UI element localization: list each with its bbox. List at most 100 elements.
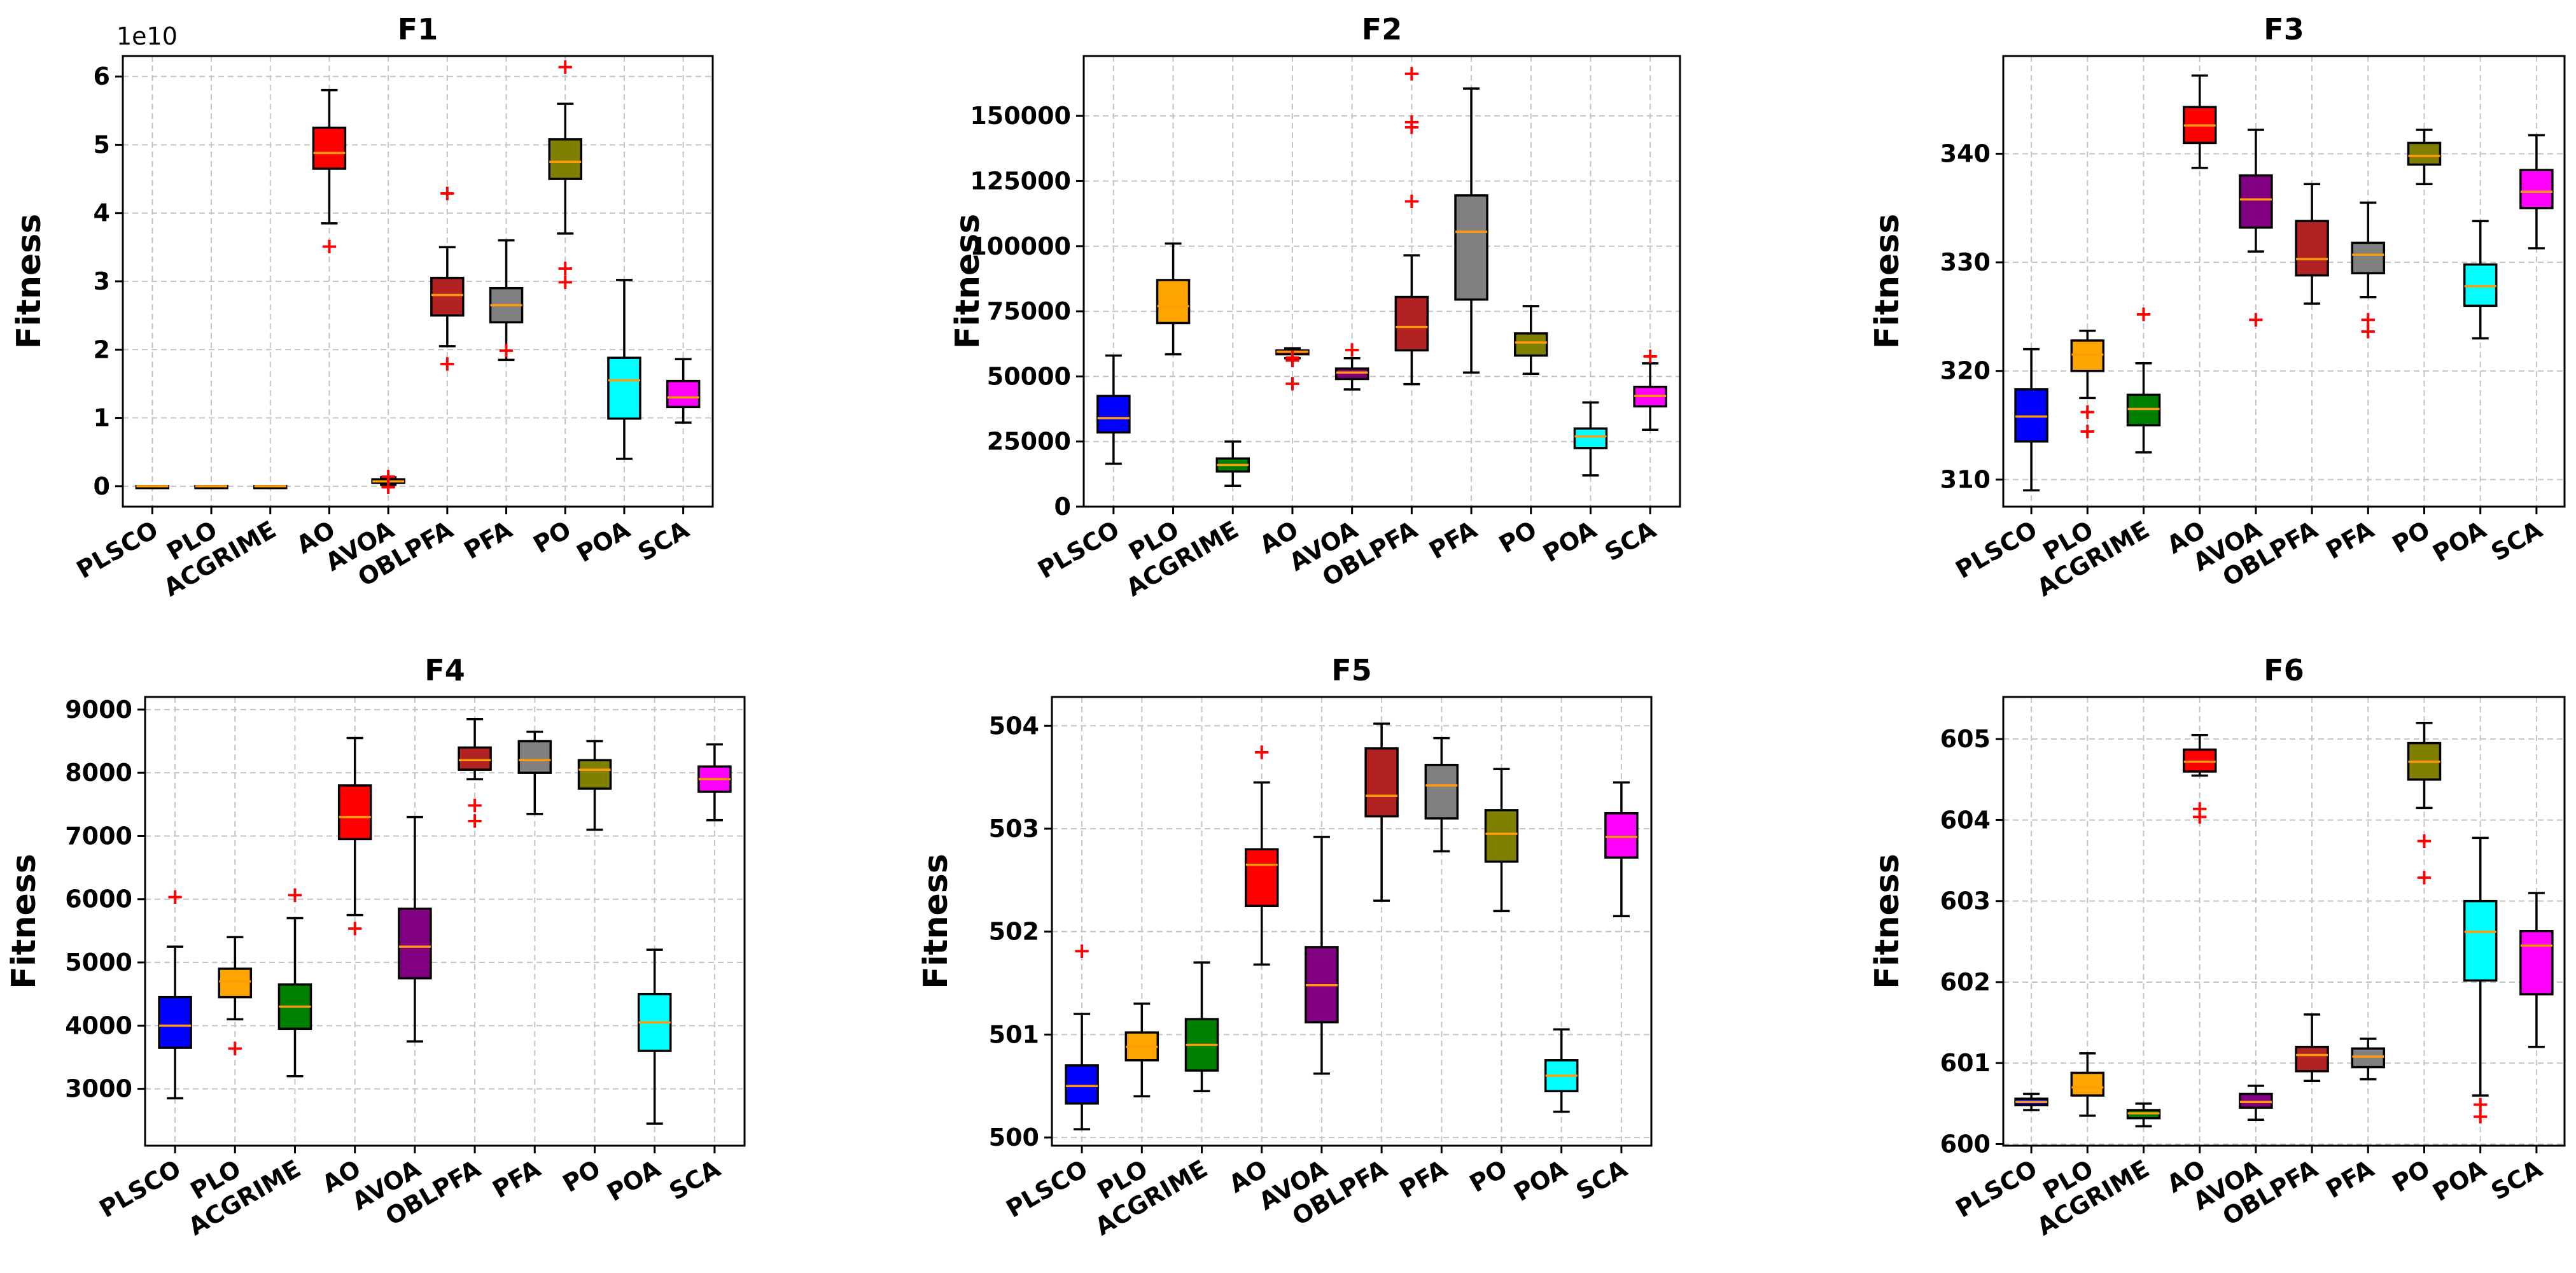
- outlier-marker: +: [2190, 804, 2209, 829]
- x-tick-label: POA: [603, 1154, 666, 1207]
- x-tick-label: PO: [1465, 1155, 1512, 1198]
- iqr-box: [2463, 899, 2498, 982]
- panel-f2: +++ ++++++0250005000075000100000125000150…: [949, 12, 1681, 602]
- box-pfa: +: [489, 239, 524, 363]
- outlier-marker: +: [1403, 61, 1421, 87]
- y-tick-label: 603: [1940, 887, 1991, 915]
- box-poa: [607, 279, 641, 460]
- panel-title: F3: [2264, 12, 2304, 46]
- iqr-box: [2239, 174, 2273, 229]
- box-oblpfa: ++++: [1394, 61, 1429, 386]
- outlier-marker: +: [556, 269, 575, 295]
- outlier-marker: +: [2078, 399, 2097, 425]
- iqr-box: [1334, 367, 1369, 381]
- iqr-box: [1424, 763, 1459, 820]
- box-sca: [2519, 134, 2554, 250]
- box-sca: [666, 358, 701, 424]
- outlier-marker: +: [1073, 938, 1091, 964]
- outlier-marker: +: [1252, 740, 1271, 765]
- box-pfa: [1424, 736, 1459, 853]
- y-tick-label: 5000: [65, 948, 132, 976]
- x-tick-label: PFA: [488, 1154, 546, 1204]
- y-tick-label: 6000: [65, 885, 132, 913]
- panel-title: F2: [1362, 12, 1402, 46]
- y-axis-label: Fitness: [5, 854, 43, 988]
- axes-frame: [1082, 55, 1681, 508]
- box-avoa: [2239, 1085, 2273, 1122]
- box-ao: ++: [2182, 734, 2217, 829]
- x-tick-label: POA: [1538, 515, 1601, 568]
- box-avoa: +: [1334, 337, 1369, 391]
- y-tick-label: 503: [989, 815, 1039, 843]
- outlier-marker: +: [1403, 188, 1421, 214]
- outlier-marker: +: [2359, 319, 2377, 344]
- box-pfa: [1454, 87, 1488, 374]
- box-plsco: [2014, 348, 2048, 492]
- iqr-box: [1573, 427, 1608, 449]
- iqr-box: [577, 759, 612, 790]
- x-tick-label: POA: [572, 515, 635, 568]
- x-tick-label: POA: [2428, 515, 2491, 568]
- iqr-box: [607, 356, 641, 420]
- outlier-marker: +: [1284, 348, 1302, 373]
- outlier-marker: +: [1284, 345, 1302, 370]
- outlier-marker: +: [2190, 796, 2209, 821]
- x-tick-label: PO: [1494, 516, 1541, 559]
- y-tick-label: 7000: [65, 822, 132, 850]
- iqr-box: [1096, 395, 1131, 434]
- y-axis-label: Fitness: [949, 214, 987, 349]
- box-acgrime: [1184, 961, 1219, 1093]
- panel-title: F1: [398, 12, 438, 46]
- iqr-box: [2295, 220, 2329, 277]
- box-avoa: [398, 815, 432, 1043]
- iqr-box: [666, 379, 701, 409]
- y-tick-label: 500: [989, 1123, 1039, 1151]
- y-tick-label: 100000: [970, 232, 1071, 260]
- y-tick-label: 4000: [65, 1011, 132, 1039]
- iqr-box: [430, 276, 465, 317]
- box-sca: [2519, 892, 2554, 1048]
- outlier-marker: +: [1343, 337, 1361, 362]
- y-axis-label: Fitness: [917, 854, 955, 988]
- y-tick-label: 8000: [65, 759, 132, 787]
- outlier-marker: +: [466, 792, 484, 818]
- iqr-box: [2351, 1047, 2386, 1069]
- iqr-box: [1394, 295, 1429, 352]
- iqr-box: [312, 126, 347, 170]
- box-acgrime: [253, 485, 288, 489]
- y-tick-label: 602: [1940, 968, 1991, 996]
- y-tick-label: 5: [94, 130, 110, 158]
- outlier-marker: +: [438, 181, 457, 206]
- iqr-box: [1244, 848, 1279, 907]
- box-plo: [2070, 1052, 2105, 1117]
- y-tick-label: 125000: [970, 167, 1071, 195]
- x-tick-label: SCA: [2486, 1154, 2547, 1206]
- x-tick-label: PO: [2388, 516, 2435, 559]
- box-plo: +: [218, 936, 253, 1061]
- y-tick-label: 1: [94, 404, 110, 432]
- x-tick-label: PFA: [2321, 1154, 2379, 1204]
- outlier-marker: +: [556, 54, 575, 80]
- box-ao: [2182, 74, 2217, 169]
- axes-frame: [1051, 696, 1653, 1147]
- y-tick-label: 330: [1940, 248, 1991, 276]
- y-axis-label: Fitness: [1868, 854, 1907, 988]
- x-tick-label: PLSCO: [1002, 1155, 1093, 1223]
- iqr-box: [548, 138, 582, 180]
- outlier-marker: +: [438, 351, 457, 377]
- iqr-box: [398, 907, 432, 980]
- box-plo: ++: [2070, 329, 2105, 444]
- box-pfa: ++: [2351, 201, 2386, 344]
- iqr-box: [517, 740, 552, 774]
- x-tick-label: PFA: [459, 515, 517, 565]
- y-tick-label: 601: [1940, 1049, 1991, 1077]
- iqr-box: [2182, 748, 2217, 773]
- box-ao: +: [337, 736, 372, 941]
- box-sca: +: [1633, 344, 1667, 432]
- outlier-marker: +: [2415, 828, 2433, 854]
- y-tick-label: 25000: [987, 428, 1071, 456]
- y-tick-label: 50000: [987, 362, 1071, 390]
- y-tick-label: 3000: [65, 1075, 132, 1103]
- x-tick-label: SCA: [664, 1154, 725, 1206]
